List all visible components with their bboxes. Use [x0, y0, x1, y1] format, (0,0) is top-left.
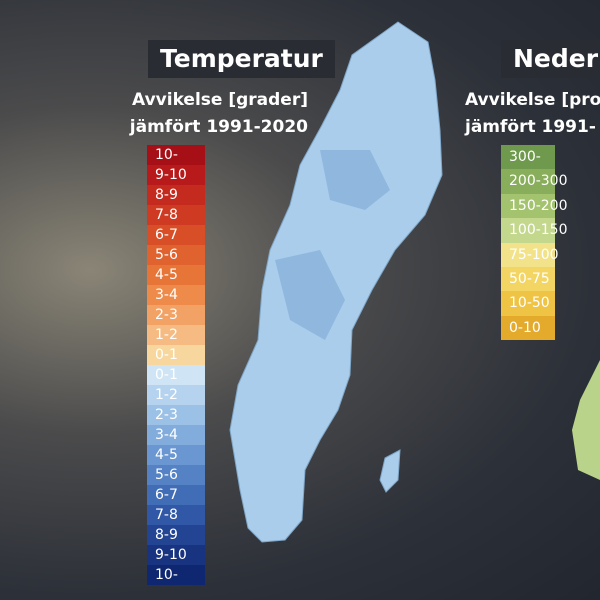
legend-item: 50-75 — [501, 266, 555, 292]
legend-item: 10-50 — [501, 291, 555, 316]
legend-item: 0-10 — [501, 315, 555, 341]
legend-item: 7-8 — [147, 205, 205, 225]
legend-item: 2-3 — [147, 305, 205, 325]
legend-item: 8-9 — [147, 525, 205, 545]
subtitle-line: Avvikelse [pro — [465, 90, 600, 110]
legend-item: 3-4 — [147, 425, 205, 445]
legend-item: 6-7 — [147, 225, 205, 245]
precip-map — [572, 360, 600, 480]
legend-item: 200-300 — [501, 169, 568, 194]
legend-item: 5-6 — [147, 465, 205, 485]
legend: 300- 200-300 150-200 100-150 75-100 50-75 10-5… — [501, 145, 568, 341]
legend-item: 6-7 — [147, 485, 205, 505]
legend-item: 0-1 — [147, 345, 205, 365]
legend-item: 9-10 — [147, 165, 205, 185]
legend-item: 4-5 — [147, 445, 205, 465]
legend-item: 10- — [147, 145, 205, 165]
legend-item: 100-150 — [501, 218, 568, 243]
subtitle: Avvikelse [grader] jämfört 1991-2020 — [130, 87, 308, 141]
legend-item: 3-4 — [147, 285, 205, 305]
title: Temperatur — [148, 40, 335, 78]
legend-item: 150-200 — [501, 193, 568, 219]
legend-item: 7-8 — [147, 505, 205, 525]
legend-item: 1-2 — [147, 325, 205, 345]
legend-item: 4-5 — [147, 265, 205, 285]
title: Nederb — [501, 40, 600, 78]
legend-item: 300- — [501, 145, 555, 170]
legend-item: 75-100 — [501, 242, 559, 267]
legend-item: 1-2 — [147, 385, 205, 405]
legend-item: 0-1 — [147, 365, 205, 385]
gotland — [379, 449, 401, 493]
legend-item: 8-9 — [147, 185, 205, 205]
legend-item: 9-10 — [147, 545, 205, 565]
subtitle-line: jämfört 1991-2020 — [129, 117, 308, 137]
deviation-area — [275, 150, 390, 340]
legend-item: 10- — [147, 565, 205, 585]
subtitle-line: Avvikelse [grader] — [132, 90, 308, 110]
subtitle: Avvikelse [pro jämfört 1991- — [465, 87, 600, 141]
legend: 10- 9-10 8-9 7-8 6-7 5-6 4-5 3-4 2-3 1-2 0-1 0-1 1-2… — [147, 145, 205, 585]
legend-item: 5-6 — [147, 245, 205, 265]
subtitle-line: jämfört 1991- — [465, 117, 596, 137]
legend-item: 2-3 — [147, 405, 205, 425]
